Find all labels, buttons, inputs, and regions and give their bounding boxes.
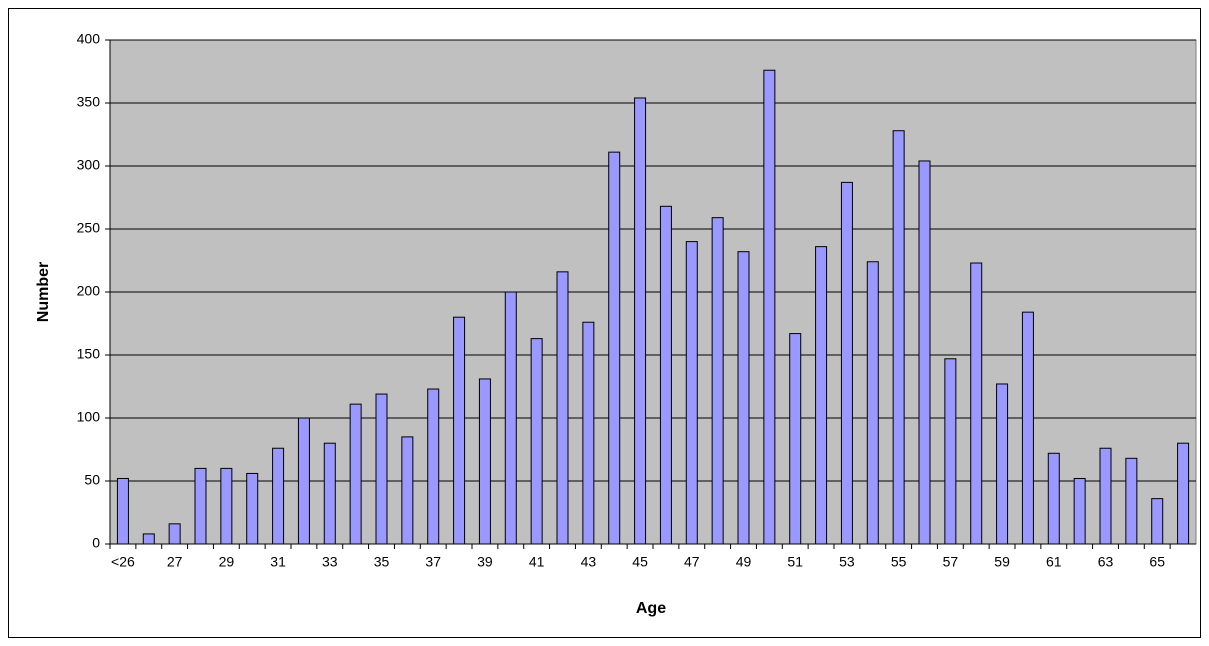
bar bbox=[1151, 498, 1164, 545]
bar bbox=[1021, 311, 1034, 545]
bar bbox=[427, 388, 440, 545]
bar bbox=[168, 523, 181, 545]
x-tick-label: 63 bbox=[1098, 554, 1114, 570]
bar bbox=[530, 338, 543, 545]
bar bbox=[1073, 477, 1086, 545]
bar bbox=[220, 467, 233, 545]
bar bbox=[789, 333, 802, 545]
bar bbox=[815, 246, 828, 545]
x-tick-label: 59 bbox=[994, 554, 1010, 570]
x-tick-label: 31 bbox=[270, 554, 286, 570]
bar bbox=[478, 378, 491, 545]
bar bbox=[892, 130, 905, 545]
x-tick-label: 49 bbox=[736, 554, 752, 570]
bar bbox=[297, 417, 310, 545]
x-axis-title: Age bbox=[636, 600, 666, 617]
bar bbox=[970, 262, 983, 545]
x-tick-label: 47 bbox=[684, 554, 700, 570]
x-tick-label: 37 bbox=[425, 554, 441, 570]
y-tick-label: 200 bbox=[77, 283, 101, 299]
x-tick-label: 55 bbox=[891, 554, 907, 570]
bar bbox=[1099, 447, 1112, 545]
bar bbox=[840, 181, 853, 545]
y-tick-label: 0 bbox=[92, 535, 100, 551]
bar bbox=[763, 69, 776, 545]
bar bbox=[737, 251, 750, 545]
x-tick-label: 27 bbox=[167, 554, 183, 570]
bar bbox=[453, 316, 466, 545]
bar bbox=[401, 436, 414, 545]
y-tick-label: 100 bbox=[77, 409, 101, 425]
x-tick-label: <26 bbox=[111, 554, 135, 570]
bar bbox=[685, 241, 698, 545]
x-tick-label: 45 bbox=[632, 554, 648, 570]
bar bbox=[944, 358, 957, 545]
bar bbox=[116, 477, 129, 545]
bar bbox=[866, 261, 879, 545]
bar bbox=[659, 205, 672, 545]
y-tick-label: 250 bbox=[77, 220, 101, 236]
x-tick-label: 51 bbox=[787, 554, 803, 570]
bar bbox=[1177, 442, 1190, 545]
bar bbox=[996, 383, 1009, 545]
x-tick-label: 57 bbox=[943, 554, 959, 570]
bar bbox=[1047, 452, 1060, 545]
y-tick-label: 50 bbox=[84, 472, 100, 488]
bar bbox=[323, 442, 336, 545]
bar bbox=[918, 160, 931, 545]
x-tick-label: 39 bbox=[477, 554, 493, 570]
x-tick-label: 35 bbox=[374, 554, 390, 570]
y-tick-label: 350 bbox=[77, 94, 101, 110]
y-axis-title: Number bbox=[35, 262, 52, 322]
bar bbox=[711, 217, 724, 545]
bar bbox=[375, 393, 388, 545]
x-tick-label: 65 bbox=[1149, 554, 1165, 570]
bar bbox=[142, 533, 155, 545]
y-tick-label: 400 bbox=[77, 31, 101, 47]
x-tick-label: 33 bbox=[322, 554, 338, 570]
y-tick-label: 150 bbox=[77, 346, 101, 362]
x-tick-label: 43 bbox=[581, 554, 597, 570]
x-tick-label: 29 bbox=[219, 554, 235, 570]
x-tick-label: 61 bbox=[1046, 554, 1062, 570]
x-tick-label: 53 bbox=[839, 554, 855, 570]
bar bbox=[608, 151, 621, 545]
bar bbox=[556, 271, 569, 545]
bar bbox=[1125, 457, 1138, 545]
bar bbox=[582, 321, 595, 545]
bar bbox=[272, 447, 285, 545]
x-tick-label: 41 bbox=[529, 554, 545, 570]
bar bbox=[634, 97, 647, 545]
y-tick-label: 300 bbox=[77, 157, 101, 173]
bar bbox=[504, 291, 517, 545]
bar bbox=[246, 472, 259, 545]
bar bbox=[194, 467, 207, 545]
bar bbox=[349, 403, 362, 545]
